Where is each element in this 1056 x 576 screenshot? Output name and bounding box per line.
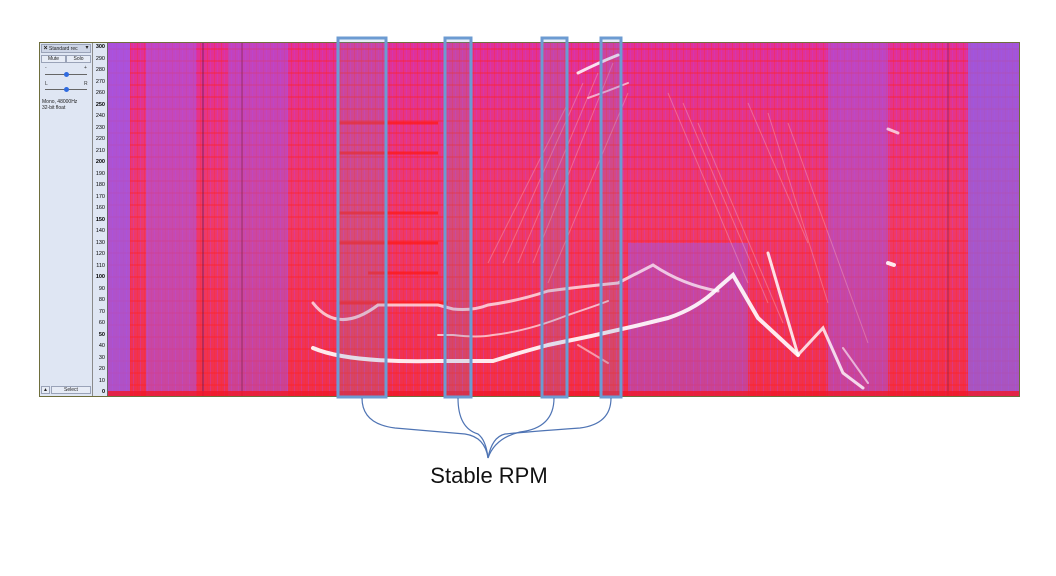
track-format-info: Mono, 48000Hz 32-bit float	[42, 99, 77, 111]
chevron-down-icon[interactable]: ▾	[85, 45, 89, 51]
ruler-tick-label: 80	[98, 297, 105, 303]
pan-slider-thumb[interactable]	[63, 87, 69, 92]
mute-button[interactable]: Mute	[41, 55, 66, 63]
audio-track: × Standard rec ▾ Mute Solo - + L R Mono,…	[39, 42, 1020, 397]
close-track-button[interactable]: ×	[43, 45, 48, 52]
ruler-tick-label: 10	[98, 377, 105, 384]
ruler-tick-label: 40	[98, 343, 105, 349]
ruler-tick-label: 90	[98, 285, 105, 292]
ruler-tick-label: 130	[95, 239, 105, 246]
ruler-tick-label: 170	[95, 193, 105, 200]
ruler-tick-label: 160	[95, 205, 105, 211]
ruler-tick-label: 0	[101, 389, 105, 395]
solo-button[interactable]: Solo	[66, 55, 91, 63]
gain-minus-label: -	[45, 65, 47, 71]
spectrogram-view[interactable]	[108, 43, 1019, 396]
ruler-tick-label: 200	[95, 159, 105, 165]
pan-right-label: R	[84, 81, 88, 87]
track-control-panel: × Standard rec ▾ Mute Solo - + L R Mono,…	[40, 43, 93, 396]
sample-format-text: 32-bit float	[42, 105, 66, 111]
ruler-tick-label: 240	[95, 113, 105, 119]
track-title-bar[interactable]: × Standard rec ▾	[41, 44, 91, 53]
ruler-tick-label: 30	[98, 354, 105, 361]
ruler-tick-label: 220	[95, 136, 105, 142]
ruler-tick-label: 110	[96, 262, 105, 269]
ruler-tick-label: 20	[98, 366, 105, 372]
ruler-tick-label: 250	[95, 101, 105, 108]
frequency-ruler[interactable]: 300 290 280 270 260 250 240 230 220 210 200 190 180 1…	[93, 43, 108, 396]
curly-brace	[361, 397, 612, 459]
ruler-tick-label: 150	[95, 216, 105, 223]
pan-slider[interactable]	[45, 87, 87, 92]
ruler-tick-label: 60	[98, 320, 105, 326]
collapse-track-button[interactable]: ▲	[41, 386, 50, 394]
ruler-tick-label: 300	[95, 44, 105, 50]
ruler-tick-label: 70	[98, 308, 105, 315]
select-track-button[interactable]: Select	[51, 386, 91, 394]
ruler-tick-label: 230	[95, 124, 105, 131]
ruler-tick-label: 140	[95, 228, 105, 234]
annotation-caption: Stable RPM	[430, 463, 548, 488]
sample-rate-text: Mono, 48000Hz	[42, 99, 78, 105]
ruler-tick-label: 290	[95, 55, 105, 62]
ruler-tick-label: 50	[98, 331, 105, 338]
gain-plus-label: +	[84, 65, 87, 71]
pan-left-label: L	[45, 81, 48, 87]
ruler-tick-label: 190	[95, 170, 105, 177]
ruler-tick-label: 280	[95, 67, 105, 73]
ruler-tick-label: 120	[95, 251, 105, 257]
ruler-tick-label: 270	[95, 78, 105, 85]
ruler-tick-label: 210	[95, 147, 105, 154]
gain-slider-thumb[interactable]	[63, 72, 69, 77]
gain-slider[interactable]	[45, 72, 87, 77]
track-name-dropdown[interactable]: Standard rec	[49, 45, 78, 52]
ruler-tick-label: 180	[95, 182, 105, 188]
ruler-tick-label: 260	[95, 90, 105, 96]
spectrogram-image	[108, 43, 1019, 396]
ruler-tick-label: 100	[95, 274, 105, 280]
